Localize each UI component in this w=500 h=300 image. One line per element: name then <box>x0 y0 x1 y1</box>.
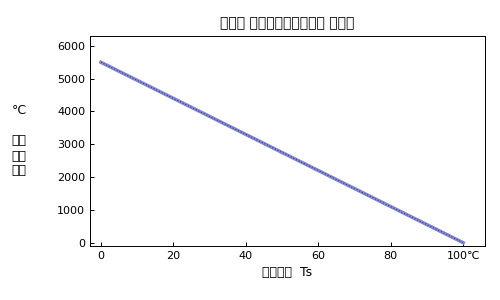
Title: 物体の 受熱量と表面温度の 模式図: 物体の 受熱量と表面温度の 模式図 <box>220 17 354 31</box>
Y-axis label: °C

受熱
燃焼
限界: °C 受熱 燃焼 限界 <box>12 104 26 178</box>
X-axis label: 物体温度  Ts: 物体温度 Ts <box>262 266 312 279</box>
